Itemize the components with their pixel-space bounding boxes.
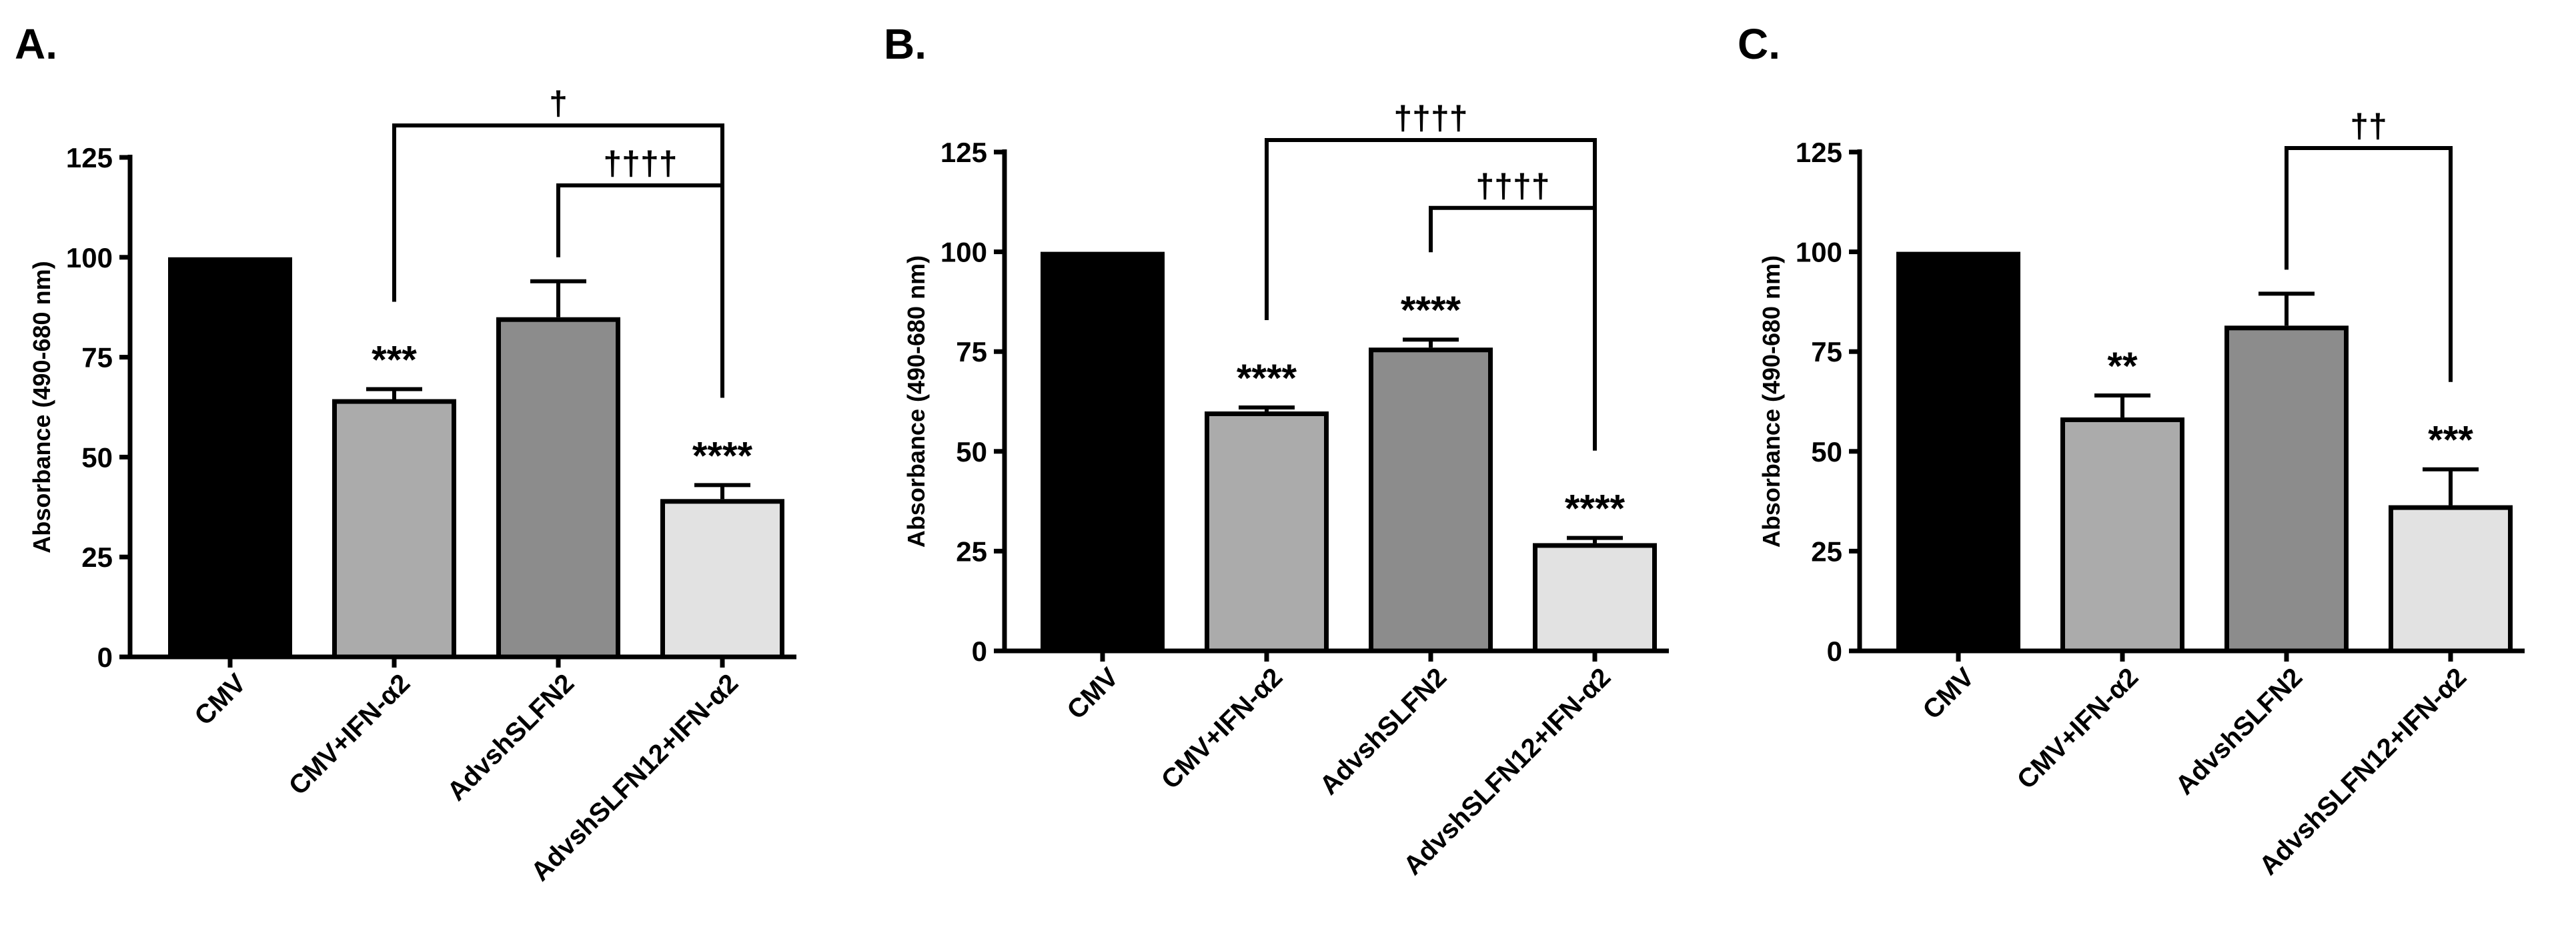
y-axis-label: Absorbance (490-680 nm) <box>902 255 930 548</box>
bar-4 <box>1533 543 1657 654</box>
y-tick-label: 125 <box>1796 137 1842 168</box>
y-tick-label: 75 <box>81 342 113 373</box>
y-tick-label: 50 <box>956 436 987 467</box>
bracket-label: †††† <box>603 145 677 182</box>
comparison-bracket <box>556 183 724 398</box>
y-tick-label: 0 <box>972 636 987 667</box>
y-axis-label: Absorbance (490-680 nm) <box>1758 255 1785 548</box>
bar-3 <box>2224 325 2349 654</box>
chart-panel-1: A. Absorbance (490-680 nm) 0 25 50 75 100 125 CM… <box>15 20 796 887</box>
x-tick-label: AdvshSLFN2 <box>1314 662 1452 800</box>
bar-4 <box>660 499 784 660</box>
x-tick-label: CMV+IFN-α2 <box>283 668 416 801</box>
y-tick-label: 100 <box>66 242 113 273</box>
bar-3 <box>496 317 620 660</box>
significance-stars: **** <box>1401 289 1461 332</box>
comparison-bracket <box>2285 146 2453 382</box>
significance-stars: **** <box>692 434 753 478</box>
bar-1 <box>1041 251 1165 654</box>
panel-label: B. <box>884 20 926 68</box>
bar-2 <box>1205 411 1329 654</box>
bar-3 <box>1369 347 1493 654</box>
comparison-bracket <box>1429 205 1597 451</box>
significance-stars: **** <box>1565 488 1626 531</box>
x-tick-label: AdvshSLFN2 <box>2170 662 2308 800</box>
y-tick-label: 75 <box>956 336 987 367</box>
y-tick-label: 50 <box>1811 436 1842 467</box>
bracket-label: †††† <box>1475 167 1549 205</box>
x-tick-label: CMV+IFN-α2 <box>1156 662 1289 795</box>
x-tick-label: AdvshSLFN2 <box>442 668 580 806</box>
y-tick-label: 125 <box>66 142 113 173</box>
significance-stars: ** <box>2107 345 2138 388</box>
bar-1 <box>168 257 292 660</box>
bar-4 <box>2389 505 2513 654</box>
x-tick-label: CMV <box>1917 662 1980 725</box>
y-tick-label: 100 <box>1796 237 1842 268</box>
chart-panel-3: C. Absorbance (490-680 nm) 0 25 50 75 100 125 CM… <box>1738 20 2525 881</box>
y-tick-label: 0 <box>97 642 113 673</box>
significance-stars: *** <box>372 339 417 382</box>
bracket-label: †††† <box>1393 99 1467 137</box>
bar-2 <box>332 399 456 660</box>
y-tick-label: 25 <box>1811 536 1842 567</box>
x-tick-label: CMV+IFN-α2 <box>2012 662 2144 795</box>
y-tick-label: 25 <box>956 536 987 567</box>
bracket-label: † <box>549 85 568 122</box>
y-tick-label: 100 <box>940 237 987 268</box>
significance-stars: *** <box>2428 419 2473 462</box>
x-tick-label: CMV <box>189 668 251 731</box>
y-tick-label: 25 <box>81 542 113 573</box>
y-tick-label: 0 <box>1827 636 1842 667</box>
x-tick-label: CMV <box>1061 662 1124 725</box>
bracket-label: †† <box>2350 107 2387 145</box>
chart-panel-2: B. Absorbance (490-680 nm) 0 25 50 75 100 125 CM… <box>884 20 1669 881</box>
y-tick-label: 75 <box>1811 336 1842 367</box>
y-tick-label: 125 <box>940 137 987 168</box>
panel-label: A. <box>15 20 57 68</box>
y-axis-label: Absorbance (490-680 nm) <box>28 261 55 553</box>
significance-stars: **** <box>1237 357 1297 400</box>
bar-2 <box>2060 417 2184 654</box>
panel-label: C. <box>1738 20 1780 68</box>
y-tick-label: 50 <box>81 441 113 473</box>
bar-1 <box>1896 251 2020 654</box>
